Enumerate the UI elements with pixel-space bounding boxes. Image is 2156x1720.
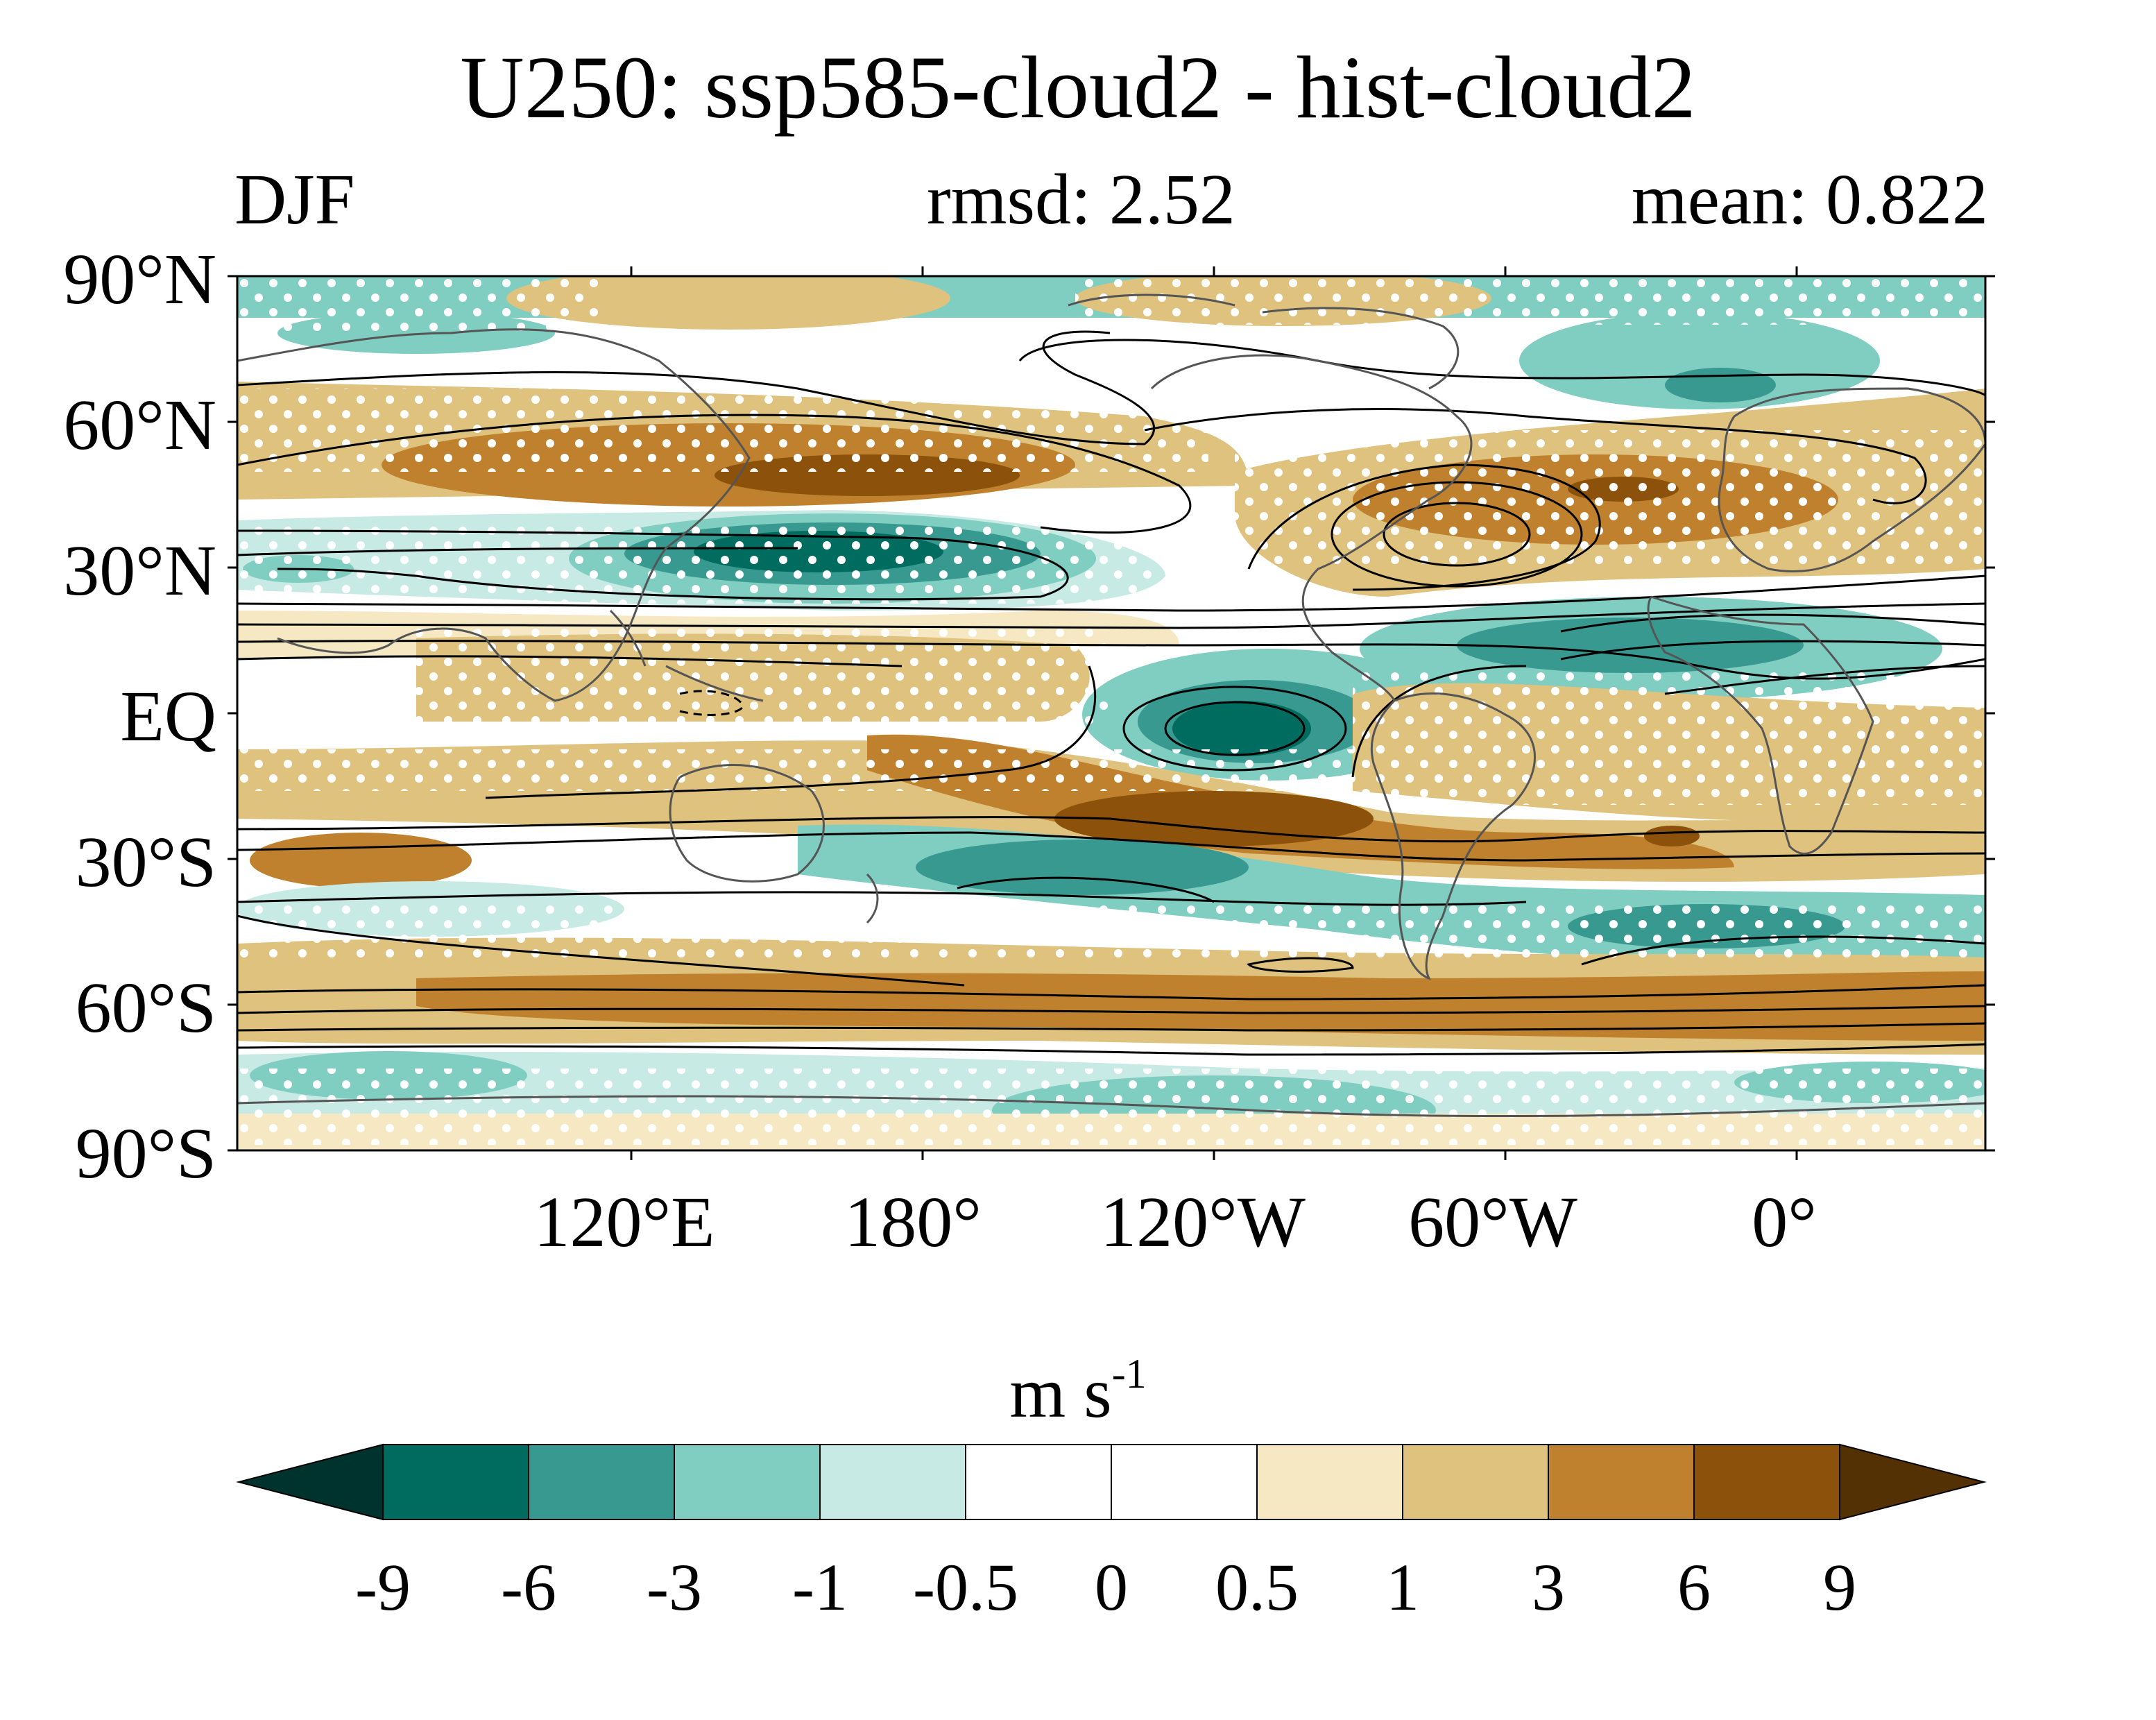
colorbar bbox=[236, 1443, 1987, 1521]
fill-southern-ocean-brown bbox=[416, 971, 1985, 1041]
lat-label-30s: 30°S bbox=[75, 822, 216, 902]
colorbar-tick-label: 1 bbox=[1386, 1550, 1419, 1624]
colorbar-box bbox=[528, 1444, 675, 1520]
lon-label-180: 180° bbox=[844, 1182, 982, 1262]
lon-label-120e: 120°E bbox=[533, 1182, 715, 1262]
season-label: DJF bbox=[234, 160, 355, 239]
colorbar-tick-label: -9 bbox=[355, 1550, 411, 1624]
axis-ticks bbox=[228, 266, 1995, 1160]
colorbar-box bbox=[382, 1444, 529, 1520]
lat-label-90n: 90°N bbox=[63, 239, 216, 319]
colorbar-box bbox=[1402, 1444, 1549, 1520]
colorbar-tick-label: -6 bbox=[501, 1550, 556, 1624]
colorbar-unit-base: m s bbox=[1009, 1353, 1112, 1433]
coastlines bbox=[237, 293, 1985, 1118]
climatology-contours bbox=[237, 330, 1985, 1056]
colorbar-box bbox=[1693, 1444, 1840, 1520]
colorbar-tick-label: -0.5 bbox=[913, 1550, 1018, 1624]
lat-label-60s: 60°S bbox=[75, 968, 216, 1048]
colorbar-tick-label: -1 bbox=[792, 1550, 848, 1624]
lon-label-0: 0° bbox=[1752, 1182, 1817, 1262]
colorbar-tick-label: 6 bbox=[1677, 1550, 1711, 1624]
lon-label-60w: 60°W bbox=[1408, 1182, 1577, 1262]
colorbar-tick-label: 0.5 bbox=[1215, 1550, 1299, 1624]
colorbar-box bbox=[1548, 1444, 1695, 1520]
fill-arctic-tan bbox=[506, 276, 950, 330]
colorbar-extend-min bbox=[236, 1443, 384, 1521]
colorbar-tick-label: 0 bbox=[1095, 1550, 1128, 1624]
plot-title: U250: ssp585-cloud2 - hist-cloud2 bbox=[460, 38, 1696, 137]
colorbar-box bbox=[819, 1444, 966, 1520]
map-area bbox=[237, 276, 1985, 1150]
lat-label-90s: 90°S bbox=[75, 1114, 216, 1193]
mean-label: mean: 0.822 bbox=[1631, 160, 1988, 239]
colorbar-extend-max bbox=[1839, 1443, 1987, 1521]
lon-label-120w: 120°W bbox=[1100, 1182, 1306, 1262]
lat-label-30n: 30°N bbox=[63, 531, 216, 611]
colorbar-tick-label: -3 bbox=[647, 1550, 702, 1624]
rmsd-label: rmsd: 2.52 bbox=[927, 160, 1235, 239]
colorbar-box bbox=[1256, 1444, 1403, 1520]
colorbar-box bbox=[674, 1444, 821, 1520]
colorbar-tick-label: 3 bbox=[1532, 1550, 1565, 1624]
lat-label-60n: 60°N bbox=[63, 385, 216, 465]
colorbar-box bbox=[1111, 1444, 1258, 1520]
colorbar-box bbox=[965, 1444, 1112, 1520]
significance-stipple bbox=[237, 276, 1985, 1145]
lat-label-eq: EQ bbox=[120, 676, 216, 756]
colorbar-tick-label: 9 bbox=[1823, 1550, 1856, 1624]
colorbar-unit: m s-1 bbox=[0, 1353, 2156, 1429]
colorbar-unit-exponent: -1 bbox=[1111, 1351, 1147, 1397]
